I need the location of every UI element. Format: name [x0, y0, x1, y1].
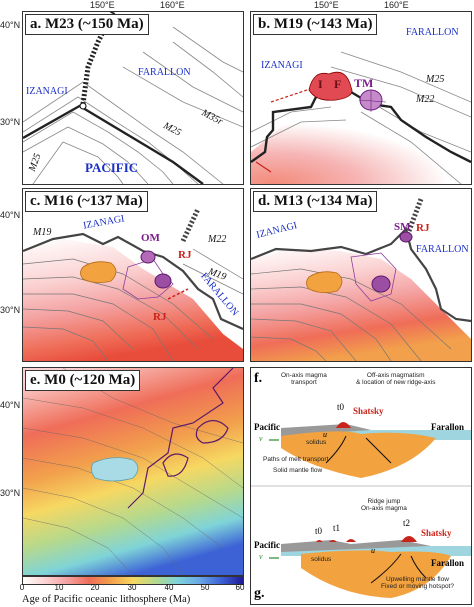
- label-m19-c: M19: [33, 227, 52, 238]
- cbar-tick-40: 40: [164, 583, 174, 592]
- label-solidus-g: solidus: [311, 556, 332, 563]
- panel-c-map: [23, 207, 243, 361]
- label-solidus-f: solidus: [306, 439, 327, 446]
- label-v-f: v: [259, 434, 263, 443]
- label-t1-g: t1: [333, 523, 341, 533]
- cbar-tick-0: 0: [19, 583, 25, 592]
- label-sm: SM: [394, 221, 411, 233]
- panel-c: c. M16 (~137 Ma) M19 IZANAGI OM RJ M22 M…: [22, 188, 244, 362]
- legend-mantle: Solid mantle flow: [273, 467, 323, 474]
- label-t0-f: t0: [337, 402, 345, 412]
- label-m25-b: M25: [426, 74, 445, 85]
- label-izanagi-b: IZANAGI: [261, 60, 303, 71]
- label-farallon-d: FARALLON: [416, 244, 469, 255]
- colorbar-title: Age of Pacific oceanic lithosphere (Ma): [22, 594, 191, 605]
- lat-label-30-a: 30°N: [0, 117, 21, 127]
- cbar-tick-20: 20: [90, 583, 100, 592]
- panel-a: a. M23 (~150 Ma) IZANAGI FARALLON PACIFI…: [22, 11, 244, 185]
- lat-label-40-c: 40°N: [0, 210, 21, 220]
- legend-melt: Paths of melt transport: [263, 456, 329, 463]
- label-farallon-g: Farallon: [431, 558, 464, 568]
- label-f: f.: [254, 371, 263, 386]
- label-farallon-f: Farallon: [431, 422, 464, 432]
- label-i: I: [318, 77, 323, 91]
- label-farallon-b: FARALLON: [406, 27, 459, 38]
- label-pacific-f: Pacific: [254, 422, 280, 432]
- lat-label-40-e: 40°N: [0, 400, 21, 410]
- label-shatsky-f: Shatsky: [353, 406, 384, 416]
- label-t2-g: t2: [403, 518, 411, 528]
- panel-a-map: [23, 12, 243, 184]
- panel-d-map: [251, 198, 471, 361]
- label-onaxis: On-axis magma transport: [281, 372, 327, 386]
- panel-c-title: c. M16 (~137 Ma): [25, 191, 148, 212]
- label-pacific-a: PACIFIC: [85, 160, 139, 175]
- schematic-diagram: [251, 422, 471, 598]
- lon-label-160-right: 160°E: [384, 0, 409, 10]
- label-t0-g: t0: [315, 526, 323, 536]
- lon-label-160: 160°E: [160, 0, 185, 10]
- panel-e-map: [23, 368, 243, 575]
- panel-d: d. M13 (~134 Ma) IZANAGI SM RJ FARALLON: [250, 188, 472, 362]
- cbar-tick-10: 10: [54, 583, 64, 592]
- cbar-tick-50: 50: [200, 583, 210, 592]
- label-v-g: v: [259, 552, 263, 561]
- label-tm: TM: [354, 76, 374, 90]
- label-rj-d: RJ: [416, 222, 430, 234]
- label-offaxis: Off-axis magmatism & location of new rid…: [356, 372, 436, 386]
- label-farallon-a: FARALLON: [138, 67, 191, 78]
- colorbar: [22, 576, 244, 585]
- panel-b-title: b. M19 (~143 Ma): [253, 14, 378, 35]
- lat-label-30-e: 30°N: [0, 488, 21, 498]
- lat-label-30-c: 30°N: [0, 305, 21, 315]
- panel-b-map: [251, 51, 471, 184]
- cbar-tick-60: 60: [235, 583, 245, 592]
- label-rj-c1: RJ: [178, 249, 192, 261]
- label-u-g: u: [371, 546, 375, 555]
- label-m22-b: M22: [416, 94, 435, 105]
- label-upwelling: Upwelling mantle flow Fixed or moving ho…: [381, 576, 454, 590]
- panel-e-title: e. M0 (~120 Ma): [25, 370, 141, 391]
- lat-label-40-a: 40°N: [0, 20, 21, 30]
- panel-fg: f. On-axis magma transport Off-axis magm…: [250, 367, 472, 605]
- label-u-f: u: [323, 430, 327, 439]
- panel-a-title: a. M23 (~150 Ma): [25, 14, 149, 35]
- label-ridgejump: Ridge jump On-axis magma: [361, 498, 407, 512]
- label-shatsky-g: Shatsky: [421, 528, 452, 538]
- label-m22-c: M22: [208, 234, 227, 245]
- label-g: g.: [254, 586, 265, 601]
- panel-b: b. M19 (~143 Ma) IZANAGI FARALLON I F TM…: [250, 11, 472, 185]
- cbar-tick-30: 30: [127, 583, 137, 592]
- panel-d-title: d. M13 (~134 Ma): [253, 191, 378, 212]
- lon-label-150-right: 150°E: [314, 0, 339, 10]
- lon-label-150: 150°E: [90, 0, 115, 10]
- label-izanagi-a: IZANAGI: [26, 86, 68, 97]
- panel-e: e. M0 (~120 Ma): [22, 367, 244, 576]
- label-f: F: [334, 77, 342, 91]
- label-om: OM: [141, 232, 160, 244]
- label-rj-c2: RJ: [153, 311, 167, 323]
- label-pacific-g: Pacific: [254, 540, 280, 550]
